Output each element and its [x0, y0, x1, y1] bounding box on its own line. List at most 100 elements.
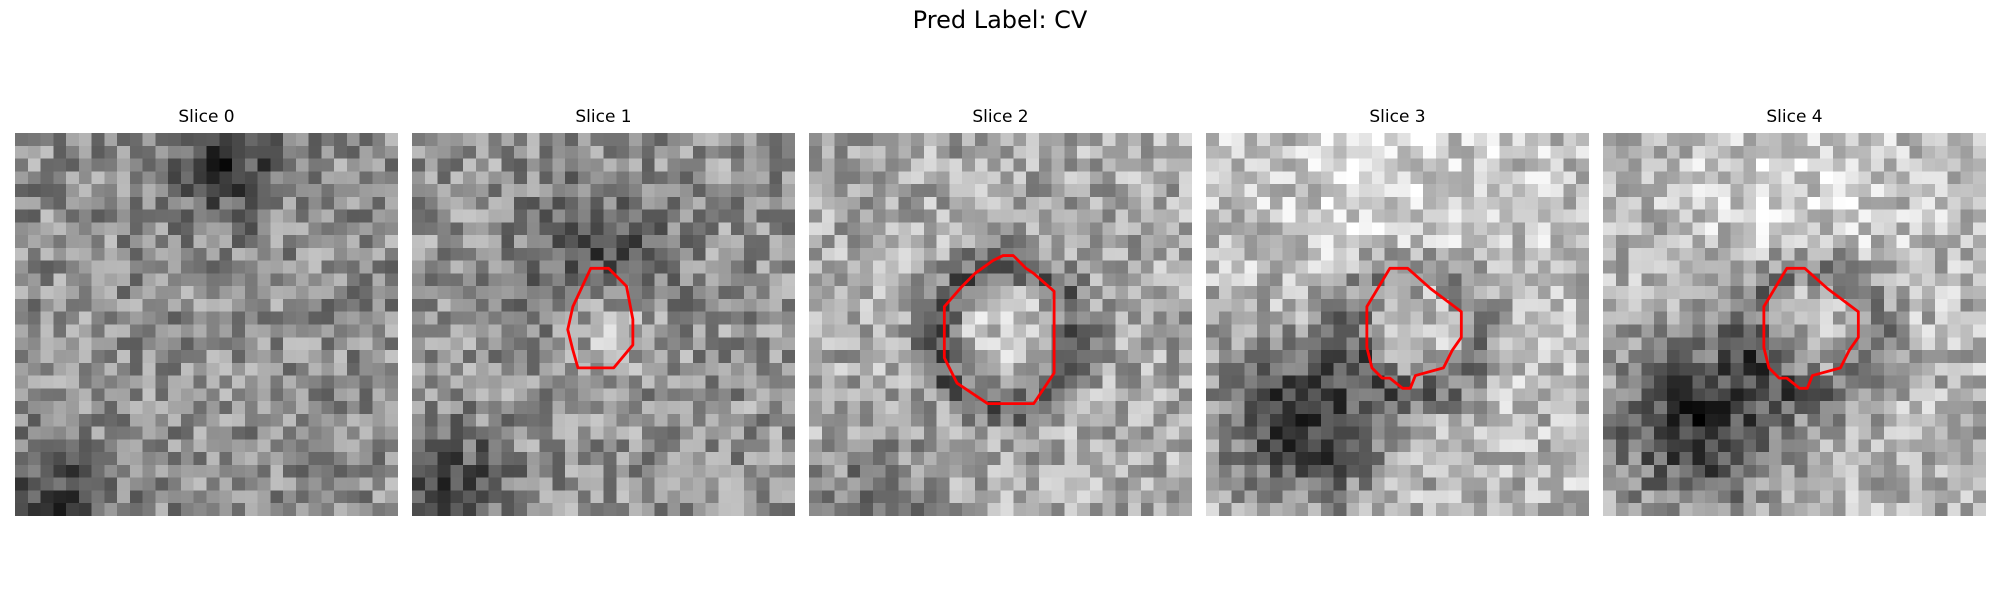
pixel [962, 337, 976, 351]
pixel [1947, 426, 1961, 440]
pixel [1448, 286, 1462, 300]
pixel [53, 503, 67, 516]
pixel [577, 196, 591, 210]
pixel [1013, 375, 1027, 389]
pixel [1051, 222, 1065, 236]
pixel [1922, 503, 1936, 516]
pixel [1692, 222, 1706, 236]
pixel [1807, 426, 1821, 440]
pixel [898, 490, 912, 504]
pixel [1397, 324, 1411, 338]
pixel [180, 145, 194, 159]
pixel [1102, 247, 1116, 261]
pixel [40, 286, 54, 300]
pixel [1064, 298, 1078, 312]
pixel [1973, 273, 1986, 287]
pixel [705, 452, 719, 466]
pixel [1206, 324, 1220, 338]
pixel [1512, 196, 1526, 210]
pixel [1705, 286, 1719, 300]
pixel [1615, 503, 1629, 516]
pixel [372, 337, 386, 351]
pixel [155, 260, 169, 274]
pixel [283, 158, 297, 172]
pixel [15, 350, 29, 364]
pixel [1153, 145, 1167, 159]
pixel [104, 235, 118, 249]
pixel [450, 324, 464, 338]
pixel [1448, 426, 1462, 440]
pixel [1140, 171, 1154, 185]
pixel [1820, 145, 1834, 159]
pixel [1576, 337, 1589, 351]
pixel [962, 158, 976, 172]
pixel [1654, 464, 1668, 478]
pixel [1947, 298, 1961, 312]
pixel [1512, 362, 1526, 376]
pixel [1960, 503, 1974, 516]
pixel [654, 503, 668, 516]
pixel [756, 337, 770, 351]
pixel [1973, 401, 1986, 415]
pixel [180, 184, 194, 198]
pixel [450, 337, 464, 351]
pixel [590, 158, 604, 172]
pixel [834, 171, 848, 185]
pixel [1871, 350, 1885, 364]
pixel [1679, 452, 1693, 466]
pixel [1807, 464, 1821, 478]
pixel [346, 133, 360, 147]
pixel [1756, 452, 1770, 466]
pixel [526, 298, 540, 312]
pixel [1448, 145, 1462, 159]
pixel [1269, 388, 1283, 402]
pixel [898, 298, 912, 312]
pixel [987, 273, 1001, 287]
pixel [295, 350, 309, 364]
pixel [667, 145, 681, 159]
pixel [450, 260, 464, 274]
pixel [1794, 209, 1808, 223]
pixel [1435, 311, 1449, 325]
pixel [743, 503, 757, 516]
pixel [1768, 298, 1782, 312]
pixel [718, 171, 732, 185]
pixel [1525, 337, 1539, 351]
pixel [15, 171, 29, 185]
pixel [667, 133, 681, 147]
pixel [1512, 235, 1526, 249]
pixel [1423, 337, 1437, 351]
pixel [450, 235, 464, 249]
pixel [437, 311, 451, 325]
pixel [1308, 413, 1322, 427]
pixel [1257, 247, 1271, 261]
pixel [385, 464, 398, 478]
pixel [1244, 452, 1258, 466]
pixel [1794, 145, 1808, 159]
pixel [1499, 145, 1513, 159]
pixel [1474, 273, 1488, 287]
pixel [743, 145, 757, 159]
pixel [1397, 388, 1411, 402]
pixel [1064, 235, 1078, 249]
pixel [1499, 362, 1513, 376]
pixel [923, 426, 937, 440]
pixel [1858, 145, 1872, 159]
pixel [860, 209, 874, 223]
pixel [1295, 171, 1309, 185]
pixel [142, 209, 156, 223]
pixel [756, 362, 770, 376]
pixel [1077, 350, 1091, 364]
pixel [1679, 324, 1693, 338]
pixel [1922, 464, 1936, 478]
pixel [385, 184, 398, 198]
pixel [809, 388, 823, 402]
pixel [936, 439, 950, 453]
pixel [385, 133, 398, 147]
pixel [1512, 145, 1526, 159]
pixel [1717, 350, 1731, 364]
pixel [1525, 426, 1539, 440]
pixel [860, 452, 874, 466]
pixel [346, 464, 360, 478]
pixel [1692, 311, 1706, 325]
